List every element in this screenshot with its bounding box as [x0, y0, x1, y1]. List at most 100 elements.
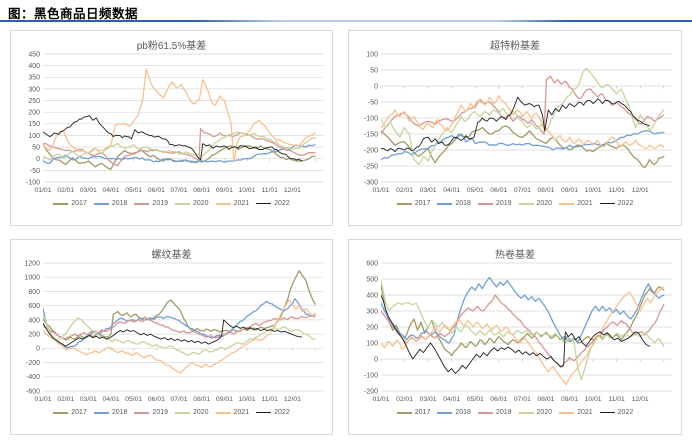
series-line-2020 — [43, 131, 316, 161]
series-line-2019 — [43, 314, 316, 340]
x-axis-tick-labels: 01/01 02/01 03/01 04/01 05/01 06/01 07/01 08/01… — [372, 187, 648, 194]
x-tick-label: 06/01 — [148, 396, 165, 403]
legend-item-2019: 2019 — [134, 200, 168, 207]
x-tick-label: 05/01 — [125, 187, 142, 194]
legend-line-swatch — [93, 411, 109, 414]
x-tick-label: 07/01 — [170, 187, 187, 194]
x-tick-label: 05/01 — [467, 187, 484, 194]
y-tick-label: -400 — [26, 374, 40, 381]
x-tick-label: 01/01 — [34, 396, 51, 403]
legend-year-label: 2019 — [152, 200, 168, 207]
legend-line-swatch — [518, 411, 534, 414]
x-tick-label: 07/01 — [514, 187, 531, 194]
x-tick-label: 09/01 — [216, 396, 233, 403]
legend-line-swatch — [518, 202, 534, 205]
legend-line-swatch — [396, 411, 412, 414]
legend-item-2020: 2020 — [175, 200, 209, 207]
y-axis-tick-labels: -100 -50 0 50 100 150 200 250 300 350 400 450 — [26, 51, 40, 186]
y-tick-label: 100 — [366, 340, 378, 347]
legend-item-2017: 2017 — [53, 200, 87, 207]
chart-title-hot-coil-basis: 热卷基差 — [495, 250, 535, 261]
y-tick-label: 0 — [374, 83, 378, 90]
x-tick-label: 08/01 — [193, 187, 210, 194]
chart-title-pb-fines-basis: pb粉61.5%基差 — [136, 41, 207, 52]
y-tick-label: -150 — [364, 131, 378, 138]
legend-item-2021: 2021 — [559, 200, 593, 207]
x-axis-ticks — [380, 86, 665, 89]
chart-box-pb-fines-basis: pb粉61.5%基差 -100 -50 0 50 100 150 200 250 300 350 4… — [10, 30, 333, 226]
legend-item-2018: 2018 — [437, 200, 471, 207]
chart-plot-rebar-basis: -600 -400 -200 0 200 400 600 800 1000 1200 01/01 02… — [24, 260, 323, 403]
x-tick-label: 04/01 — [102, 187, 119, 194]
legend-year-label: 2021 — [233, 200, 250, 207]
x-tick-label: 07/01 — [170, 396, 187, 403]
series-line-2018 — [43, 297, 316, 349]
legend-year-label: 2018 — [455, 409, 471, 416]
x-tick-label: 09/01 — [561, 187, 578, 194]
x-tick-label: 03/01 — [80, 187, 97, 194]
y-tick-label: -100 — [26, 179, 40, 186]
legend-item-2018: 2018 — [437, 409, 471, 416]
x-tick-label: 08/01 — [537, 396, 554, 403]
x-tick-label: 01/01 — [34, 187, 51, 194]
chart-legend: 2017 2018 2019 2020 2021 2022 — [11, 409, 332, 416]
y-tick-label: 50 — [370, 67, 378, 74]
x-tick-label: 09/01 — [216, 187, 233, 194]
y-tick-label: 450 — [28, 51, 40, 58]
legend-line-swatch — [53, 202, 69, 205]
x-tick-label: 01/01 — [372, 396, 389, 403]
legend-line-swatch — [256, 203, 272, 204]
legend-year-label: 2019 — [495, 200, 512, 207]
legend-item-2021: 2021 — [215, 409, 249, 416]
x-tick-label: 12/01 — [284, 396, 301, 403]
series-line-2022 — [381, 96, 651, 153]
legend-year-label: 2020 — [193, 200, 209, 207]
x-tick-label: 10/01 — [585, 187, 602, 194]
legend-item-2017: 2017 — [396, 200, 430, 207]
y-tick-label: 400 — [366, 292, 378, 299]
x-tick-label: 11/01 — [608, 396, 625, 403]
series-lines — [43, 68, 316, 170]
y-tick-label: 100 — [28, 133, 40, 140]
x-tick-label: 02/01 — [396, 396, 413, 403]
x-tick-label: 12/01 — [632, 396, 649, 403]
y-tick-label: 200 — [366, 324, 378, 331]
legend-year-label: 2019 — [152, 409, 168, 416]
x-tick-label: 01/01 — [372, 187, 389, 194]
x-tick-label: 10/01 — [238, 187, 255, 194]
x-tick-label: 09/01 — [561, 396, 578, 403]
y-tick-label: 800 — [28, 289, 40, 296]
y-tick-label: 0 — [36, 346, 40, 353]
legend-line-swatch — [599, 412, 615, 413]
legend-year-label: 2018 — [455, 200, 471, 207]
legend-line-swatch — [134, 202, 150, 205]
x-tick-label: 03/01 — [420, 396, 437, 403]
x-tick-label: 12/01 — [632, 187, 649, 194]
y-tick-label: 600 — [366, 260, 378, 267]
legend-year-label: 2021 — [577, 409, 593, 416]
series-lines — [43, 270, 316, 374]
legend-line-swatch — [477, 411, 493, 414]
y-axis-tick-labels: -300 -250 -200 -150 -100 -50 0 50 100 — [364, 51, 378, 186]
y-tick-label: -50 — [368, 99, 378, 106]
series-line-2018 — [43, 144, 316, 165]
legend-item-2021: 2021 — [215, 200, 250, 207]
gridlines — [43, 262, 323, 392]
series-line-2021 — [43, 68, 316, 163]
y-tick-label: 250 — [28, 98, 40, 105]
legend-item-2018: 2018 — [93, 200, 127, 207]
legend-line-swatch — [215, 411, 231, 414]
x-tick-label: 10/01 — [585, 396, 602, 403]
x-tick-label: 12/01 — [284, 187, 301, 194]
y-tick-label: -300 — [364, 179, 378, 186]
legend-item-2022: 2022 — [599, 409, 633, 416]
y-tick-label: 400 — [28, 317, 40, 324]
y-tick-label: 1200 — [24, 260, 40, 267]
x-tick-label: 05/01 — [467, 396, 484, 403]
legend-line-swatch — [134, 411, 150, 414]
x-axis-ticks — [380, 359, 665, 362]
x-tick-label: 06/01 — [490, 187, 507, 194]
y-tick-label: -100 — [364, 115, 378, 122]
legend-year-label: 2018 — [111, 409, 128, 416]
x-tick-label: 11/01 — [261, 187, 278, 194]
